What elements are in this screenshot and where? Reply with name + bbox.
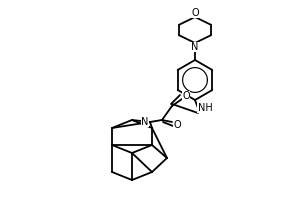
- Text: N: N: [141, 117, 149, 127]
- Text: O: O: [191, 8, 199, 18]
- Text: N: N: [191, 42, 199, 52]
- Text: NH: NH: [198, 103, 212, 113]
- Text: O: O: [173, 120, 181, 130]
- Text: O: O: [182, 91, 190, 101]
